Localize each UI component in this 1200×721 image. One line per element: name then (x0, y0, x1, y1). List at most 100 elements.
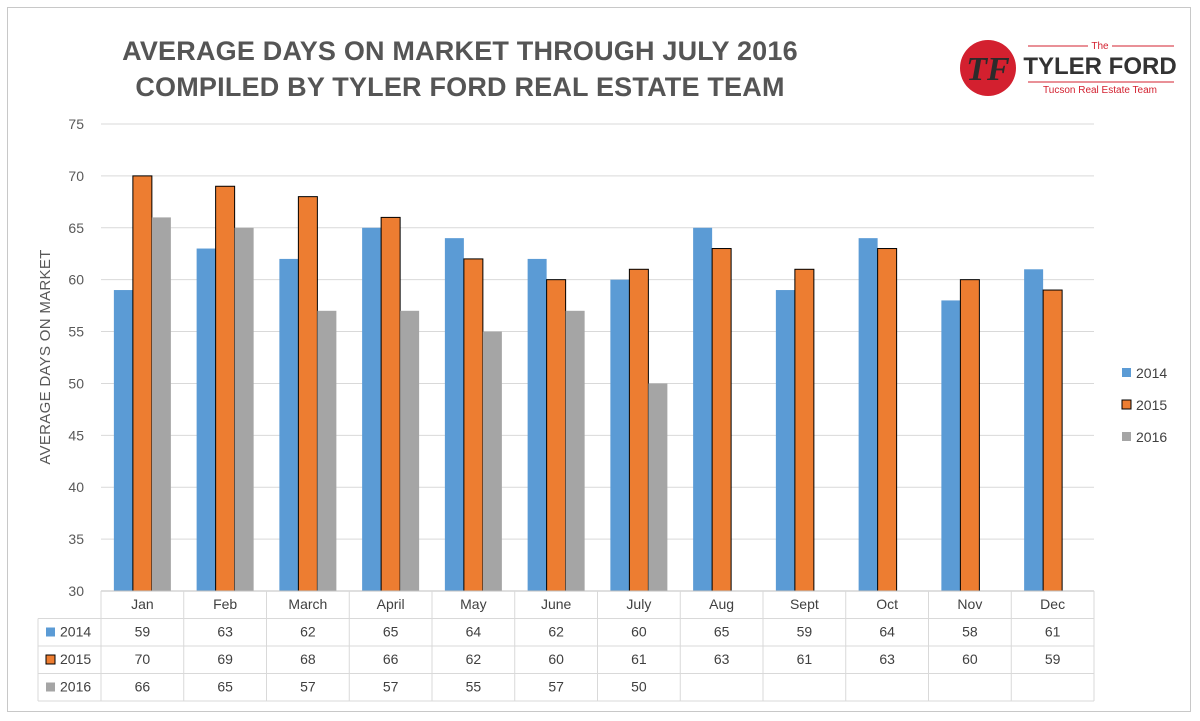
x-tick-label: Feb (213, 596, 237, 612)
data-label: 70 (135, 651, 151, 667)
bar-2016-March (317, 310, 337, 591)
bar-2014-Aug (693, 227, 713, 591)
bar-2014-April (362, 227, 382, 591)
bar-2016-July (648, 383, 668, 591)
bar-2014-Feb (196, 248, 216, 592)
legend-key-2015 (1121, 399, 1132, 410)
data-label: 50 (631, 679, 647, 695)
x-tick-label: Aug (709, 596, 734, 612)
bar-2014-Sept (775, 290, 795, 591)
y-tick-label: 75 (68, 116, 84, 132)
y-tick-label: 35 (68, 531, 84, 547)
table-row-label: 2016 (60, 679, 91, 695)
legend-key-2016 (1122, 432, 1131, 441)
bar-2015-March (297, 196, 318, 592)
table-row-label: 2014 (60, 624, 91, 640)
data-label: 61 (797, 651, 813, 667)
data-label: 61 (631, 651, 647, 667)
x-tick-label: March (288, 596, 327, 612)
bar-2015-May (463, 258, 484, 592)
y-tick-label: 50 (68, 375, 84, 391)
bar-2014-July (610, 279, 630, 591)
logo-brand-text: TYLER FORD (1023, 53, 1176, 80)
bar-2014-Oct (858, 238, 878, 591)
table-legend-key (45, 654, 56, 665)
data-label: 60 (631, 624, 647, 640)
legend-key-2014 (1122, 368, 1131, 377)
bar-2016-Jan (151, 217, 171, 591)
y-tick-label: 30 (68, 583, 84, 599)
logo-circle-icon (960, 40, 1016, 96)
y-tick-label: 70 (68, 168, 84, 184)
y-tick-label: 65 (68, 220, 84, 236)
data-label: 66 (135, 679, 151, 695)
bar-2015-April (380, 216, 401, 592)
data-label: 57 (300, 679, 316, 695)
bar-2014-May (444, 238, 464, 591)
y-axis-label: AVERAGE DAYS ON MARKET (37, 249, 54, 464)
x-tick-label: Nov (957, 596, 982, 612)
bar-2015-Oct (877, 248, 898, 592)
legend-label-2015: 2015 (1136, 397, 1167, 413)
data-label: 65 (217, 679, 233, 695)
table-legend-key (46, 627, 55, 637)
data-label: 63 (879, 651, 895, 667)
logo-small-text: The (1091, 41, 1109, 52)
data-label: 63 (714, 651, 730, 667)
y-tick-label: 60 (68, 272, 84, 288)
bar-2016-April (400, 310, 420, 591)
bar-2016-June (565, 310, 585, 591)
x-tick-label: Dec (1040, 596, 1065, 612)
x-tick-label: July (626, 596, 651, 612)
x-tick-label: May (460, 596, 486, 612)
table-row-label: 2015 (60, 651, 91, 667)
data-label: 65 (383, 624, 399, 640)
logo-tagline: Tucson Real Estate Team (1043, 85, 1157, 96)
bar-2015-June (546, 279, 567, 592)
x-tick-label: Sept (790, 596, 819, 612)
data-label: 66 (383, 651, 399, 667)
bar-2014-June (527, 258, 547, 591)
x-tick-label: Jan (131, 596, 154, 612)
data-label: 59 (135, 624, 151, 640)
bar-2015-Jan (132, 175, 153, 592)
data-label: 64 (466, 624, 482, 640)
chart-subtitle: COMPILED BY TYLER FORD REAL ESTATE TEAM (135, 72, 785, 102)
data-label: 62 (548, 624, 564, 640)
logo-monogram: TF (966, 51, 1010, 88)
data-label: 68 (300, 651, 316, 667)
data-label: 64 (879, 624, 895, 640)
x-tick-label: April (377, 596, 405, 612)
data-label: 63 (217, 624, 233, 640)
bar-2016-Feb (234, 227, 254, 591)
data-label: 60 (548, 651, 564, 667)
y-tick-label: 45 (68, 427, 84, 443)
bar-2015-Nov (959, 279, 980, 592)
data-label: 57 (548, 679, 564, 695)
x-tick-label: Oct (876, 596, 898, 612)
data-label: 59 (797, 624, 813, 640)
bar-2016-May (482, 331, 502, 591)
data-label: 55 (466, 679, 482, 695)
data-label: 58 (962, 624, 978, 640)
data-label: 62 (300, 624, 316, 640)
bar-2014-Nov (941, 300, 961, 591)
chart-title: AVERAGE DAYS ON MARKET THROUGH JULY 2016 (122, 36, 798, 66)
y-tick-label: 55 (68, 324, 84, 340)
legend-label-2016: 2016 (1136, 429, 1167, 445)
data-label: 62 (466, 651, 482, 667)
y-tick-label: 40 (68, 479, 84, 495)
bar-2015-July (628, 268, 649, 592)
bar-2014-Dec (1024, 269, 1044, 591)
data-label: 60 (962, 651, 978, 667)
data-label: 61 (1045, 624, 1061, 640)
data-label: 57 (383, 679, 399, 695)
data-label: 65 (714, 624, 730, 640)
table-legend-key (46, 682, 55, 692)
bar-2015-Sept (794, 268, 815, 592)
bar-2015-Aug (711, 248, 732, 592)
bar-2015-Feb (215, 185, 236, 592)
bar-2014-March (279, 258, 299, 591)
bar-2014-Jan (113, 290, 133, 591)
